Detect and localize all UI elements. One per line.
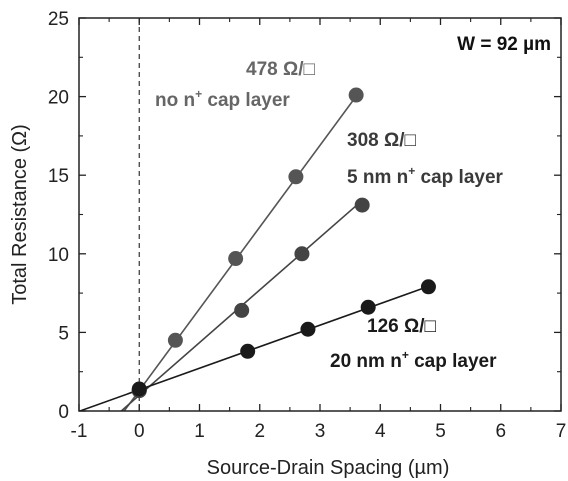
- series-label-prefix-1: 5 nm n: [347, 167, 408, 188]
- series-sheet-resistance-1: 308 Ω/□: [347, 130, 416, 151]
- data-point-s1-1: [234, 302, 250, 318]
- series-sheet-resistance-2: 126 Ω/□: [367, 316, 436, 337]
- series-label-sup-0: +: [195, 87, 202, 101]
- data-point-s2-0: [131, 381, 147, 397]
- y-tick-label-0: 0: [58, 402, 69, 423]
- data-point-s1-2: [294, 246, 310, 262]
- data-point-s2-4: [420, 279, 436, 295]
- series-label-suffix-2: cap layer: [409, 351, 497, 372]
- data-point-s0-1: [167, 332, 183, 348]
- series-label-prefix-0: no n: [155, 90, 195, 111]
- y-axis-title: Total Resistance (Ω): [9, 124, 31, 305]
- series-label-0: no n+ cap layer: [155, 87, 290, 111]
- data-point-s2-3: [360, 299, 376, 315]
- series-sheet-resistance-0: 478 Ω/□: [246, 59, 315, 80]
- data-point-s0-4: [348, 87, 364, 103]
- x-tick-label-2: 1: [194, 421, 205, 442]
- y-tick-label-3: 15: [48, 166, 69, 187]
- data-point-s0-3: [288, 169, 304, 185]
- series-label-2: 20 nm n+ cap layer: [330, 348, 497, 372]
- x-tick-label-5: 4: [375, 421, 386, 442]
- x-tick-label-1: 0: [134, 421, 145, 442]
- x-tick-label-0: -1: [71, 421, 88, 442]
- labels: Source-Drain Spacing (µm) Total Resistanc…: [9, 34, 551, 479]
- plot-marks: [79, 18, 436, 411]
- x-tick-label-8: 7: [556, 421, 567, 442]
- x-tick-label-4: 3: [315, 421, 326, 442]
- x-axis-title: Source-Drain Spacing (µm): [207, 457, 450, 479]
- y-tick-label-2: 10: [48, 245, 69, 266]
- y-tick-label-4: 20: [48, 88, 69, 109]
- series-label-sup-1: +: [408, 164, 415, 178]
- data-point-s2-1: [240, 343, 256, 359]
- series-label-suffix-0: cap layer: [202, 90, 290, 111]
- data-point-s1-3: [354, 197, 370, 213]
- x-tick-label-3: 2: [254, 421, 265, 442]
- series-label-sup-2: +: [402, 348, 409, 362]
- width-annotation: W = 92 µm: [457, 34, 551, 55]
- series-label-1: 5 nm n+ cap layer: [347, 164, 504, 188]
- x-tick-label-7: 6: [495, 421, 506, 442]
- data-point-s0-2: [228, 251, 244, 267]
- series-label-suffix-1: cap layer: [415, 167, 503, 188]
- y-tick-label-5: 25: [48, 9, 69, 30]
- y-tick-label-1: 5: [58, 323, 69, 344]
- x-tick-label-6: 5: [435, 421, 446, 442]
- data-point-s2-2: [300, 321, 316, 337]
- series-label-prefix-2: 20 nm n: [330, 351, 402, 372]
